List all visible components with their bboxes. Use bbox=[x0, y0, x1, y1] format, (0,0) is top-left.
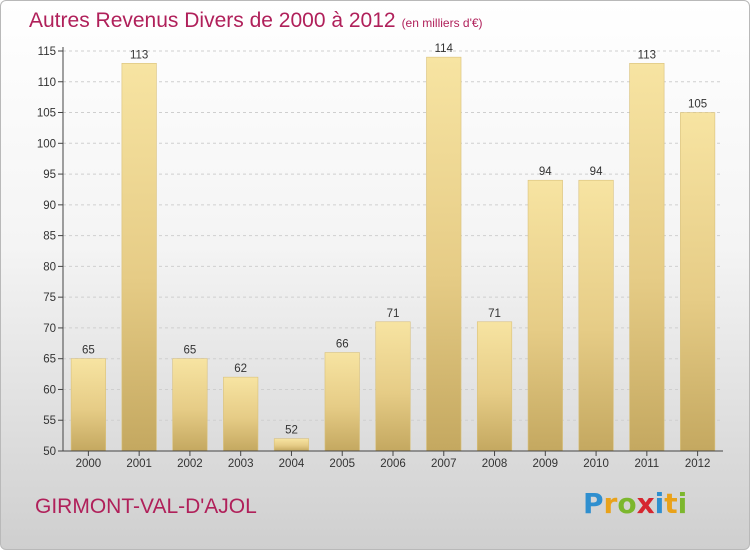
x-tick-label: 2005 bbox=[329, 458, 355, 470]
bars bbox=[70, 56, 716, 452]
bar-value-label: 105 bbox=[688, 99, 707, 111]
logo-letter: i bbox=[654, 487, 665, 520]
x-tick-label: 2010 bbox=[583, 458, 609, 470]
bar bbox=[578, 179, 614, 452]
bar-value-label: 65 bbox=[82, 345, 95, 357]
x-tick-label: 2001 bbox=[126, 458, 152, 470]
x-tick-label: 2009 bbox=[533, 458, 559, 470]
y-tick-label: 95 bbox=[43, 169, 56, 181]
bar bbox=[527, 179, 563, 452]
y-tick-label: 85 bbox=[43, 231, 56, 243]
bar bbox=[680, 112, 716, 452]
proxiti-logo: Proxiti bbox=[583, 487, 687, 520]
logo-letter: i bbox=[677, 487, 688, 520]
y-tick-label: 65 bbox=[43, 354, 56, 366]
bar bbox=[172, 358, 208, 452]
logo-letter: r bbox=[603, 487, 618, 520]
x-tick-label: 2012 bbox=[685, 458, 711, 470]
x-tick-label: 2007 bbox=[431, 458, 457, 470]
bar bbox=[70, 358, 106, 452]
logo-letter: o bbox=[617, 487, 637, 520]
bar bbox=[629, 63, 665, 452]
x-tick-label: 2008 bbox=[482, 458, 508, 470]
y-tick-label: 115 bbox=[38, 46, 56, 58]
logo-letter: P bbox=[583, 487, 604, 520]
bar-value-label: 94 bbox=[590, 166, 603, 178]
labels: 50 55 60 65 70 75 80 85 90 95 100 105 110 115 65 2000 11… bbox=[37, 43, 711, 470]
y-tick-label: 70 bbox=[43, 323, 56, 335]
bar-value-label: 62 bbox=[234, 363, 247, 375]
bar-value-label: 113 bbox=[638, 49, 656, 61]
chart-title: Autres Revenus Divers de 2000 à 2012 (en … bbox=[29, 9, 483, 33]
chart-title-unit: (en milliers d'€) bbox=[401, 16, 483, 30]
bar-value-label: 113 bbox=[130, 49, 148, 61]
y-tick-label: 90 bbox=[43, 200, 56, 212]
bar-value-label: 52 bbox=[285, 425, 298, 437]
y-tick-label: 105 bbox=[37, 108, 56, 120]
logo-letter: t bbox=[664, 487, 678, 520]
bar bbox=[375, 321, 411, 452]
bar bbox=[223, 376, 259, 452]
x-tick-label: 2002 bbox=[177, 458, 203, 470]
y-tick-label: 50 bbox=[43, 446, 56, 458]
x-tick-label: 2004 bbox=[279, 458, 305, 470]
x-tick-label: 2011 bbox=[634, 458, 659, 470]
bar bbox=[426, 56, 462, 452]
logo-letter: x bbox=[636, 487, 655, 520]
axes bbox=[58, 47, 723, 456]
y-tick-label: 100 bbox=[37, 138, 56, 150]
x-tick-label: 2006 bbox=[380, 458, 406, 470]
bar bbox=[476, 321, 513, 452]
chart-title-main: Autres Revenus Divers de 2000 à 2012 bbox=[29, 9, 396, 32]
x-tick-label: 2003 bbox=[228, 458, 254, 470]
bar bbox=[273, 438, 310, 452]
y-tick-label: 75 bbox=[43, 292, 56, 304]
bar bbox=[121, 63, 157, 452]
bar bbox=[324, 352, 360, 452]
bar-value-label: 71 bbox=[488, 308, 501, 320]
bar-value-label: 94 bbox=[539, 166, 552, 178]
y-tick-label: 60 bbox=[43, 384, 56, 396]
bar-value-label: 65 bbox=[184, 345, 197, 357]
y-tick-label: 55 bbox=[43, 415, 56, 427]
commune-name: GIRMONT-VAL-D'AJOL bbox=[35, 495, 257, 518]
y-tick-label: 80 bbox=[43, 261, 56, 273]
bar-value-label: 71 bbox=[387, 308, 400, 320]
bar-value-label: 114 bbox=[435, 43, 454, 55]
x-tick-label: 2000 bbox=[76, 458, 102, 470]
bar-value-label: 66 bbox=[336, 339, 349, 351]
y-tick-label: 110 bbox=[38, 77, 56, 89]
